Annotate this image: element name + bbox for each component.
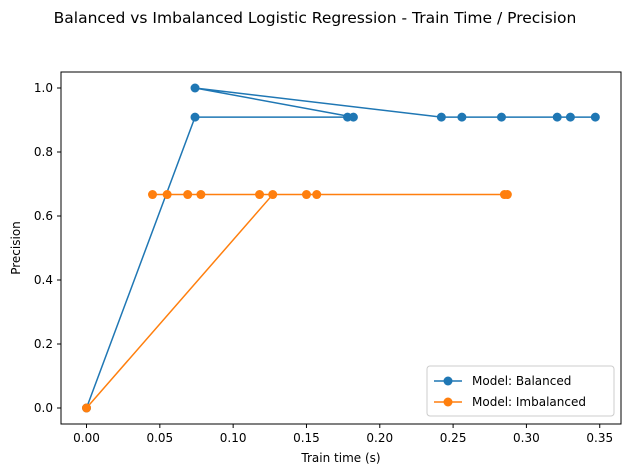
data-point-model-balanced [496,112,506,122]
y-axis-label: Precision [9,221,23,275]
legend: Model: Balanced Model: Imbalanced [426,365,615,417]
chart-title: Balanced vs Imbalanced Logistic Regressi… [54,9,577,27]
legend-marker-model-imbalanced [443,397,453,407]
data-point-model-imbalanced [255,190,265,200]
data-point-model-imbalanced [162,190,172,200]
legend-label-model-imbalanced: Model: Imbalanced [472,395,586,409]
y-tick-label: 0.2 [34,337,53,351]
y-tick-label: 0.4 [34,273,53,287]
data-point-model-balanced [436,112,446,122]
data-point-model-imbalanced [183,190,193,200]
y-tick-label: 1.0 [34,81,53,95]
legend-marker-model-balanced [443,376,453,386]
data-point-model-balanced [190,83,200,93]
data-point-model-imbalanced [312,190,322,200]
data-point-model-imbalanced [148,190,158,200]
x-tick-label: 0.25 [440,431,467,445]
x-tick-label: 0.20 [366,431,393,445]
x-axis-label: Train time (s) [300,451,380,465]
y-axis: 0.0 0.2 0.4 0.6 0.8 1.0 [34,81,61,415]
data-point-model-imbalanced [301,190,311,200]
data-point-model-imbalanced [196,190,206,200]
y-tick-label: 0.8 [34,145,53,159]
x-tick-label: 0.00 [73,431,100,445]
data-point-model-balanced [348,112,358,122]
x-tick-label: 0.05 [146,431,173,445]
y-tick-label: 0.6 [34,209,53,223]
y-tick-label: 0.0 [34,401,53,415]
data-point-model-balanced [565,112,575,122]
x-tick-label: 0.10 [220,431,247,445]
x-tick-label: 0.30 [513,431,540,445]
data-point-model-balanced [457,112,467,122]
data-point-model-balanced [552,112,562,122]
data-point-model-balanced [590,112,600,122]
series-line-model-balanced [85,87,596,409]
data-point-model-balanced [190,112,200,122]
legend-box [426,365,615,417]
x-axis: 0.00 0.05 0.10 0.15 0.20 0.25 0.30 0.35 [73,424,613,445]
legend-label-model-balanced: Model: Balanced [472,374,571,388]
x-tick-label: 0.15 [293,431,320,445]
x-tick-label: 0.35 [586,431,613,445]
data-point-model-imbalanced [268,190,278,200]
data-point-model-imbalanced [82,403,92,413]
series-layer [82,83,600,413]
data-point-model-imbalanced [502,190,512,200]
plot-area [60,71,622,425]
